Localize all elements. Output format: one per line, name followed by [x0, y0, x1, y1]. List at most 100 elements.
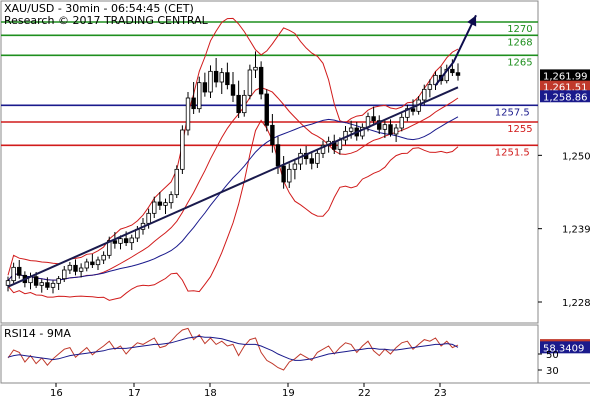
candle — [343, 126, 348, 145]
candle-body — [410, 108, 416, 112]
candle — [427, 79, 433, 98]
candle-body — [455, 72, 461, 76]
candle-body — [202, 82, 208, 93]
chart-title: XAU/USD - 30min - 06:54:45 (CET) — [4, 2, 194, 15]
level-label-bg — [494, 146, 536, 158]
candle-body — [399, 116, 404, 129]
candle-body — [219, 72, 224, 83]
candle-body — [337, 139, 343, 150]
moving-average-slow-line — [7, 116, 459, 282]
candle — [157, 192, 163, 210]
candle — [95, 256, 101, 270]
candle-body — [67, 264, 73, 271]
candle-body — [84, 261, 89, 269]
candle — [405, 104, 410, 122]
rsi-tag-label: 58.3409 — [543, 343, 584, 354]
candle — [377, 115, 382, 134]
candle-body — [112, 240, 118, 244]
level-label: 1270 — [507, 24, 532, 35]
candle — [101, 251, 106, 264]
trendline — [7, 86, 459, 288]
candle — [247, 64, 253, 100]
candle — [298, 148, 303, 170]
candle-body — [191, 97, 196, 110]
candle — [163, 198, 168, 214]
candle-body — [309, 158, 314, 164]
candle-body — [33, 276, 39, 286]
y-tick-label: 1,228 — [562, 298, 590, 309]
candle — [174, 165, 179, 198]
rsi-tick-label: 50 — [546, 350, 559, 361]
price-tag-label: 1,261.51 — [543, 83, 588, 94]
candle-body — [360, 126, 365, 137]
candle — [320, 140, 326, 158]
candle-body — [388, 124, 393, 135]
candle-body — [90, 261, 95, 266]
candle-body — [258, 66, 264, 95]
rsi-series-line — [7, 327, 459, 371]
candle — [191, 82, 196, 114]
rsi-title: RSI14 - 9MA — [4, 327, 71, 340]
candle — [208, 65, 213, 98]
candle-body — [180, 129, 185, 170]
forecast-arrow-head — [467, 15, 477, 27]
candle-body — [152, 201, 157, 214]
x-tick-label: 23 — [434, 388, 447, 399]
price-tag-label: 1,258.86 — [543, 92, 588, 103]
candle — [45, 277, 50, 290]
level-label-bg — [507, 123, 536, 134]
candle — [455, 63, 461, 81]
candle — [236, 80, 241, 118]
level-label-bg — [507, 56, 536, 68]
y-tick-label: 1,239 — [562, 225, 590, 236]
candle-body — [56, 278, 61, 284]
candle-body — [287, 168, 292, 183]
candle-body — [101, 254, 106, 261]
y-tick-label: 1,250 — [562, 151, 590, 162]
candle-body — [197, 82, 202, 110]
candle — [315, 149, 320, 168]
candle-body — [123, 238, 129, 244]
level-label: 1255 — [507, 124, 532, 135]
candle — [219, 68, 224, 94]
candle-body — [348, 127, 354, 132]
candle — [230, 72, 236, 102]
price-panel-frame — [0, 0, 539, 324]
level-label: 1251.5 — [495, 147, 530, 158]
candle-body — [62, 269, 67, 280]
candle-body — [382, 124, 388, 130]
candle — [399, 113, 404, 132]
candle-body — [422, 88, 427, 101]
candle-body — [427, 84, 433, 90]
candle-body — [39, 282, 44, 286]
x-tick-label: 16 — [50, 388, 63, 399]
candle-body — [50, 282, 56, 288]
candle — [281, 156, 286, 189]
candle-body — [253, 66, 258, 71]
candle — [17, 260, 22, 279]
forecast-arrow-line — [434, 14, 477, 86]
level-label: 1265 — [507, 57, 532, 68]
candle-body — [377, 120, 382, 130]
candle — [129, 234, 134, 250]
candle — [56, 276, 61, 290]
candle-body — [168, 194, 174, 204]
candle-body — [281, 165, 286, 183]
candle-body — [292, 163, 298, 170]
candle — [197, 76, 202, 113]
price-tag-bg — [540, 80, 590, 93]
candle-body — [225, 72, 230, 86]
candle — [73, 259, 78, 276]
candle-body — [73, 264, 78, 272]
candle-body — [270, 124, 275, 146]
candle — [309, 151, 314, 170]
candle — [90, 254, 95, 268]
bollinger-upper-line — [7, 17, 459, 276]
candle — [360, 123, 365, 140]
candle — [388, 119, 393, 137]
candle-body — [5, 280, 11, 286]
level-label-bg — [494, 106, 536, 118]
candle — [287, 163, 292, 188]
candle-body — [45, 282, 50, 288]
